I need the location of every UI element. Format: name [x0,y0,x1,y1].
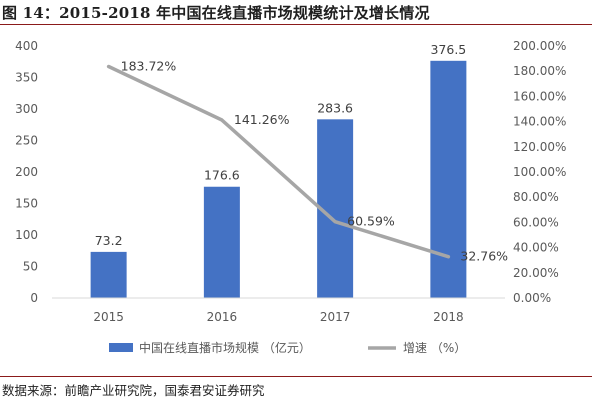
source-divider [0,376,592,377]
growth-line-series [106,64,451,259]
x-axis-tick-label: 2017 [320,310,351,324]
x-axis-tick-labels: 2015 2016 2017 2018 [93,310,463,324]
right-axis-tick-label: 160.00% [513,89,566,103]
growth-value-label: 60.59% [347,214,395,229]
bar-2015 [90,251,127,298]
right-axis-tick-label: 20.00% [513,266,559,280]
left-axis-tick-label: 150 [15,197,38,211]
left-axis-tick-label: 300 [15,102,38,116]
bar-value-label: 73.2 [95,233,123,248]
right-axis-tick-label: 120.00% [513,140,566,154]
line-data-labels: 183.72% 141.26% 60.59% 32.76% [121,59,509,264]
left-axis-tick-label: 350 [15,71,38,85]
title-divider [0,24,592,25]
growth-value-label: 141.26% [234,112,290,127]
left-axis-ticks: 0 50 100 150 200 250 300 350 400 [15,39,38,305]
legend-bar-label: 中国在线直播市场规模 （亿元） [139,340,311,355]
legend-line-label: 增速 （%） [403,341,466,355]
left-axis-tick-label: 50 [23,260,38,274]
bar-value-label: 176.6 [204,168,240,183]
x-axis-tick-label: 2018 [433,310,464,324]
chart-legend: 中国在线直播市场规模 （亿元） 增速 （%） [109,340,466,355]
right-axis-tick-label: 40.00% [513,241,559,255]
right-axis-tick-label: 80.00% [513,190,559,204]
growth-value-label: 32.76% [460,249,508,264]
left-axis-tick-label: 200 [15,165,38,179]
bar-data-labels: 73.2 176.6 283.6 376.5 [95,42,467,248]
right-axis-tick-label: 200.00% [513,39,566,53]
right-axis-tick-label: 60.00% [513,215,559,229]
right-axis-tick-label: 0.00% [513,291,551,305]
source-note: 数据来源：前瞻产业研究院，国泰君安证券研究 [2,383,265,398]
legend-bar-swatch [109,343,133,352]
growth-line [106,64,451,259]
right-axis-tick-label: 180.00% [513,64,566,78]
right-axis-tick-label: 140.00% [513,115,566,129]
right-axis-tick-label: 100.00% [513,165,566,179]
bar-value-label: 376.5 [430,42,466,57]
market-size-chart: 0 50 100 150 200 250 300 350 400 0.00% 20.00% 40.0… [15,39,566,355]
right-axis-ticks: 0.00% 20.00% 40.00% 60.00% 80.00% 100.00% 120.… [513,39,566,305]
left-axis-tick-label: 250 [15,134,38,148]
bar-value-label: 283.6 [317,100,353,115]
left-axis-tick-label: 400 [15,39,38,53]
bar-series [90,60,467,299]
bar-2016 [203,186,240,298]
x-axis-tick-label: 2016 [207,310,238,324]
growth-value-label: 183.72% [121,59,177,74]
x-axis-tick-label: 2015 [93,310,124,324]
figure-title: 图 14：2015-2018 年中国在线直播市场规模统计及增长情况 [2,4,430,22]
left-axis-tick-label: 0 [30,291,38,305]
left-axis-tick-label: 100 [15,228,38,242]
